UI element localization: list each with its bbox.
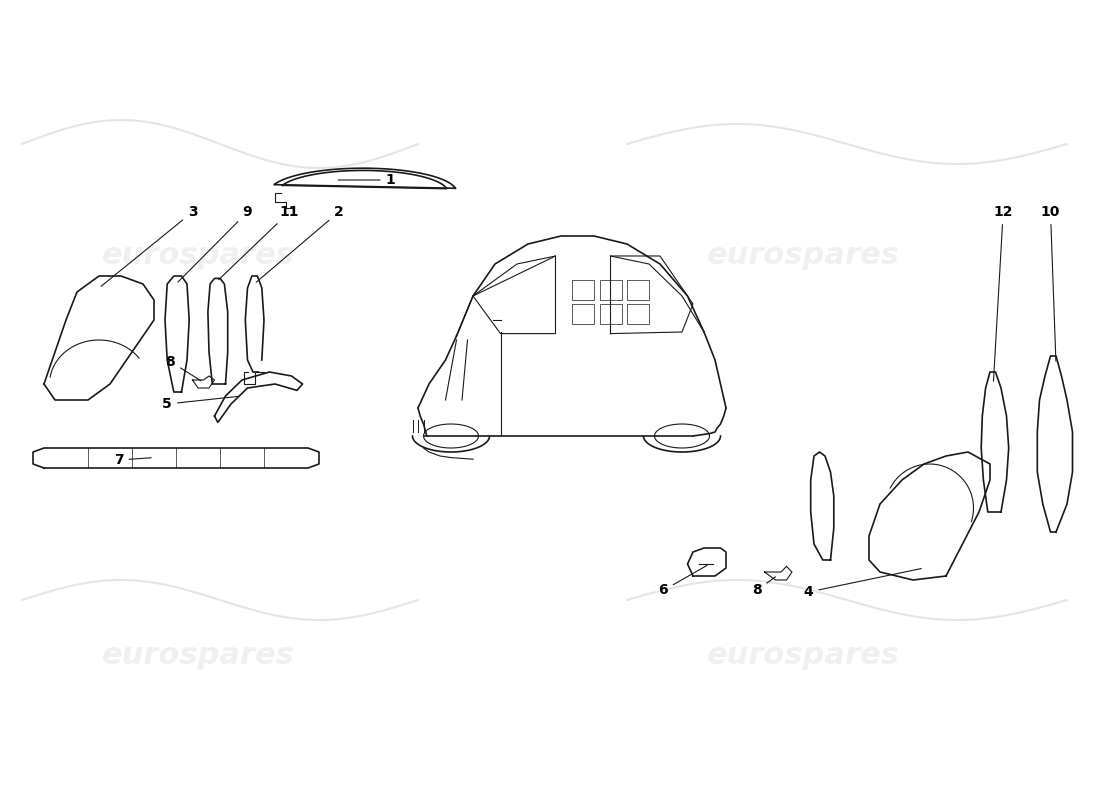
Text: 2: 2	[256, 205, 343, 282]
Text: eurospares: eurospares	[706, 242, 900, 270]
Text: 1: 1	[339, 173, 395, 187]
Polygon shape	[811, 452, 834, 560]
Bar	[572, 304, 594, 324]
Polygon shape	[44, 276, 154, 400]
Bar	[600, 304, 621, 324]
Polygon shape	[165, 276, 189, 392]
Text: eurospares: eurospares	[101, 242, 295, 270]
Text: 4: 4	[804, 569, 922, 599]
Text: 9: 9	[178, 205, 252, 282]
Polygon shape	[688, 548, 726, 576]
Polygon shape	[274, 168, 455, 189]
Text: 3: 3	[101, 205, 197, 286]
Polygon shape	[33, 448, 319, 468]
Text: 12: 12	[993, 205, 1013, 382]
Polygon shape	[981, 372, 1009, 512]
Polygon shape	[1037, 356, 1072, 532]
Text: 11: 11	[219, 205, 299, 280]
Text: eurospares: eurospares	[706, 642, 900, 670]
Bar	[600, 280, 621, 300]
Text: 7: 7	[114, 453, 151, 467]
Text: 6: 6	[659, 566, 707, 598]
Bar	[627, 280, 649, 300]
Text: 5: 5	[163, 396, 239, 411]
Polygon shape	[208, 278, 228, 384]
Text: eurospares: eurospares	[101, 642, 295, 670]
Polygon shape	[245, 276, 264, 372]
Text: 8: 8	[752, 577, 776, 598]
Polygon shape	[869, 452, 990, 580]
Bar	[572, 280, 594, 300]
Text: 10: 10	[1041, 205, 1060, 362]
Polygon shape	[214, 372, 302, 422]
Bar	[627, 304, 649, 324]
Text: 8: 8	[166, 354, 201, 381]
